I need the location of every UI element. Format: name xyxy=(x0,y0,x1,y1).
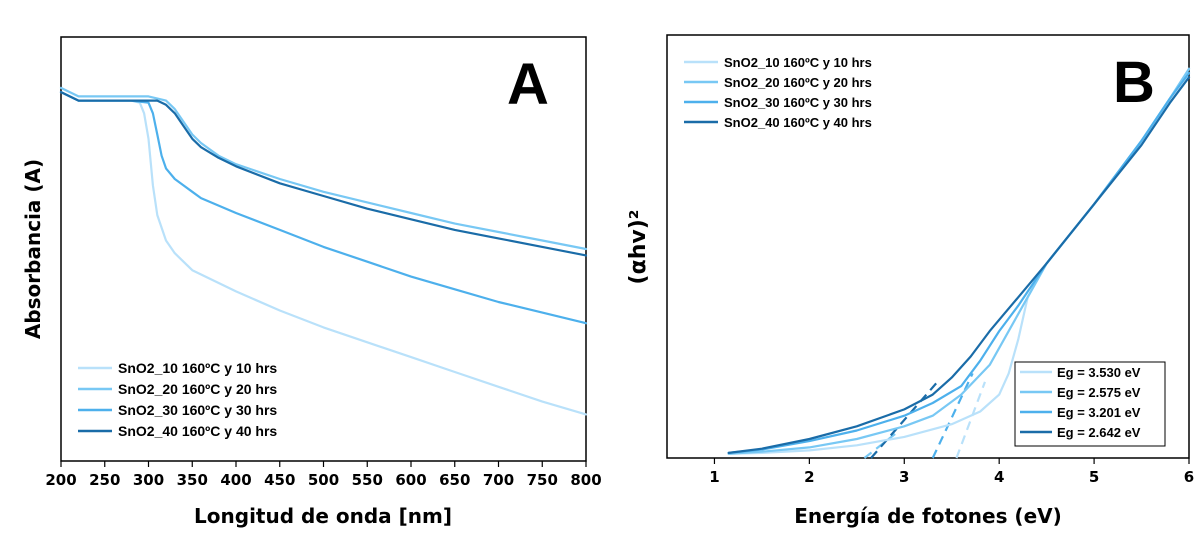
x-tick-label: 4 xyxy=(994,468,1004,486)
panel-b-letter: B xyxy=(1113,50,1155,115)
x-tick-label: 6 xyxy=(1184,468,1194,486)
x-tick-label: 1 xyxy=(709,468,719,486)
band-gap-label: Eg = 3.201 eV xyxy=(1057,405,1141,420)
panel-a: 200 250 300 350 400 450 500 550 600 650 700 750 800 … xyxy=(21,36,602,528)
legend-label: SnO2_30 160ºC y 30 hrs xyxy=(724,95,872,110)
x-tick-label: 5 xyxy=(1089,468,1099,486)
panel-a-x-ticks: 200 250 300 350 400 450 500 550 600 650 700 750 800 xyxy=(45,461,602,489)
panel-a-series xyxy=(59,86,588,416)
panel-b-fit-lines xyxy=(863,372,986,459)
panel-b-frame xyxy=(666,34,1190,459)
fit-line-3 xyxy=(931,372,974,459)
series-line-sno2-40 xyxy=(727,76,1191,454)
x-tick-label: 700 xyxy=(483,471,514,489)
x-tick-label: 800 xyxy=(570,471,601,489)
panel-b-series xyxy=(727,67,1191,455)
x-tick-label: 350 xyxy=(177,471,208,489)
x-tick-label: 2 xyxy=(804,468,814,486)
x-tick-label: 300 xyxy=(133,471,164,489)
fit-line-1 xyxy=(955,381,986,459)
band-gap-label: Eg = 2.575 eV xyxy=(1057,385,1141,400)
x-tick-label: 250 xyxy=(89,471,120,489)
fit-line-4 xyxy=(870,381,939,459)
panel-a-letter: A xyxy=(507,52,549,117)
band-gap-label: Eg = 2.642 eV xyxy=(1057,425,1141,440)
x-tick-label: 450 xyxy=(264,471,295,489)
legend-label: SnO2_10 160ºC y 10 hrs xyxy=(118,360,277,376)
panel-b-legend: SnO2_10 160ºC y 10 hrs SnO2_20 160ºC y 20… xyxy=(684,55,872,130)
panel-a-legend: SnO2_10 160ºC y 10 hrs SnO2_20 160ºC y 20… xyxy=(78,360,277,439)
x-tick-label: 550 xyxy=(352,471,383,489)
x-tick-label: 600 xyxy=(395,471,426,489)
panel-a-x-axis-label: Longitud de onda [nm] xyxy=(194,504,452,528)
series-line-sno2-40 xyxy=(59,90,588,257)
band-gap-label: Eg = 3.530 eV xyxy=(1057,365,1141,380)
panel-a-y-axis-label: Absorbancia (A) xyxy=(21,159,45,339)
legend-label: SnO2_20 160ºC y 20 hrs xyxy=(118,381,277,397)
legend-label: SnO2_10 160ºC y 10 hrs xyxy=(724,55,872,70)
x-tick-label: 650 xyxy=(439,471,470,489)
panel-b-x-ticks: 1 2 3 4 5 6 xyxy=(709,458,1194,486)
panel-b-y-axis-label: (αhv)² xyxy=(626,210,651,285)
x-tick-label: 3 xyxy=(899,468,909,486)
series-line-sno2-30 xyxy=(727,71,1191,454)
series-line-sno2-20 xyxy=(59,86,588,251)
x-tick-label: 200 xyxy=(45,471,76,489)
legend-label: SnO2_40 160ºC y 40 hrs xyxy=(118,423,277,439)
x-tick-label: 500 xyxy=(308,471,339,489)
panel-b-x-axis-label: Energía de fotones (eV) xyxy=(794,504,1062,528)
x-tick-label: 750 xyxy=(527,471,558,489)
series-line-sno2-30 xyxy=(59,90,588,325)
x-tick-label: 400 xyxy=(220,471,251,489)
legend-label: SnO2_30 160ºC y 30 hrs xyxy=(118,402,277,418)
legend-label: SnO2_20 160ºC y 20 hrs xyxy=(724,75,872,90)
legend-label: SnO2_40 160ºC y 40 hrs xyxy=(724,115,872,130)
panel-b-band-gap-legend: Eg = 3.530 eV Eg = 2.575 eV Eg = 3.201 eV E… xyxy=(1014,361,1166,447)
